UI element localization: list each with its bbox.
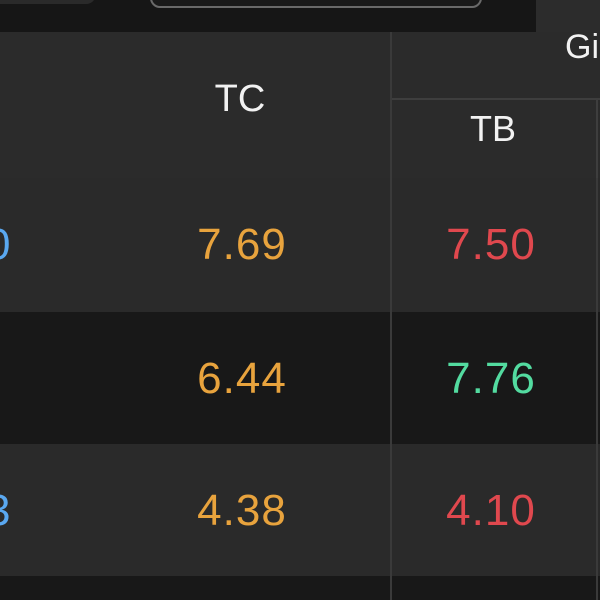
table-row[interactable]: 3 4.38 4.10 (0, 444, 600, 576)
row-tc-value: 6.44 (197, 354, 287, 403)
table-row[interactable] (0, 576, 600, 600)
column-group-header: Gi (565, 28, 599, 66)
column-header-tc[interactable]: TC (214, 78, 266, 120)
header-divider (392, 98, 600, 100)
toolbar-right-area (536, 0, 600, 32)
header-sub-divider (596, 100, 598, 178)
row-code[interactable]: 3 (0, 486, 11, 536)
column-divider-right (596, 178, 598, 600)
header-cell-tb (392, 100, 600, 178)
row-tc-value: 7.69 (197, 220, 287, 269)
search-input[interactable] (150, 0, 482, 8)
column-header-tb[interactable]: TB (469, 108, 516, 149)
row-code[interactable]: 0 (0, 220, 11, 270)
toolbar-tab[interactable] (0, 0, 96, 4)
table-row[interactable]: 6.44 7.76 (0, 312, 600, 444)
row-tb-value: 7.76 (446, 354, 536, 403)
top-toolbar (0, 0, 536, 32)
header-group-cell (392, 32, 600, 98)
column-divider (390, 32, 392, 600)
row-tb-value: 4.10 (446, 486, 536, 535)
table-row[interactable]: 0 7.69 7.50 (0, 178, 600, 312)
header-cell-tc (0, 32, 390, 178)
row-tc-value: 4.38 (197, 486, 287, 535)
row-tb-value: 7.50 (446, 220, 536, 269)
